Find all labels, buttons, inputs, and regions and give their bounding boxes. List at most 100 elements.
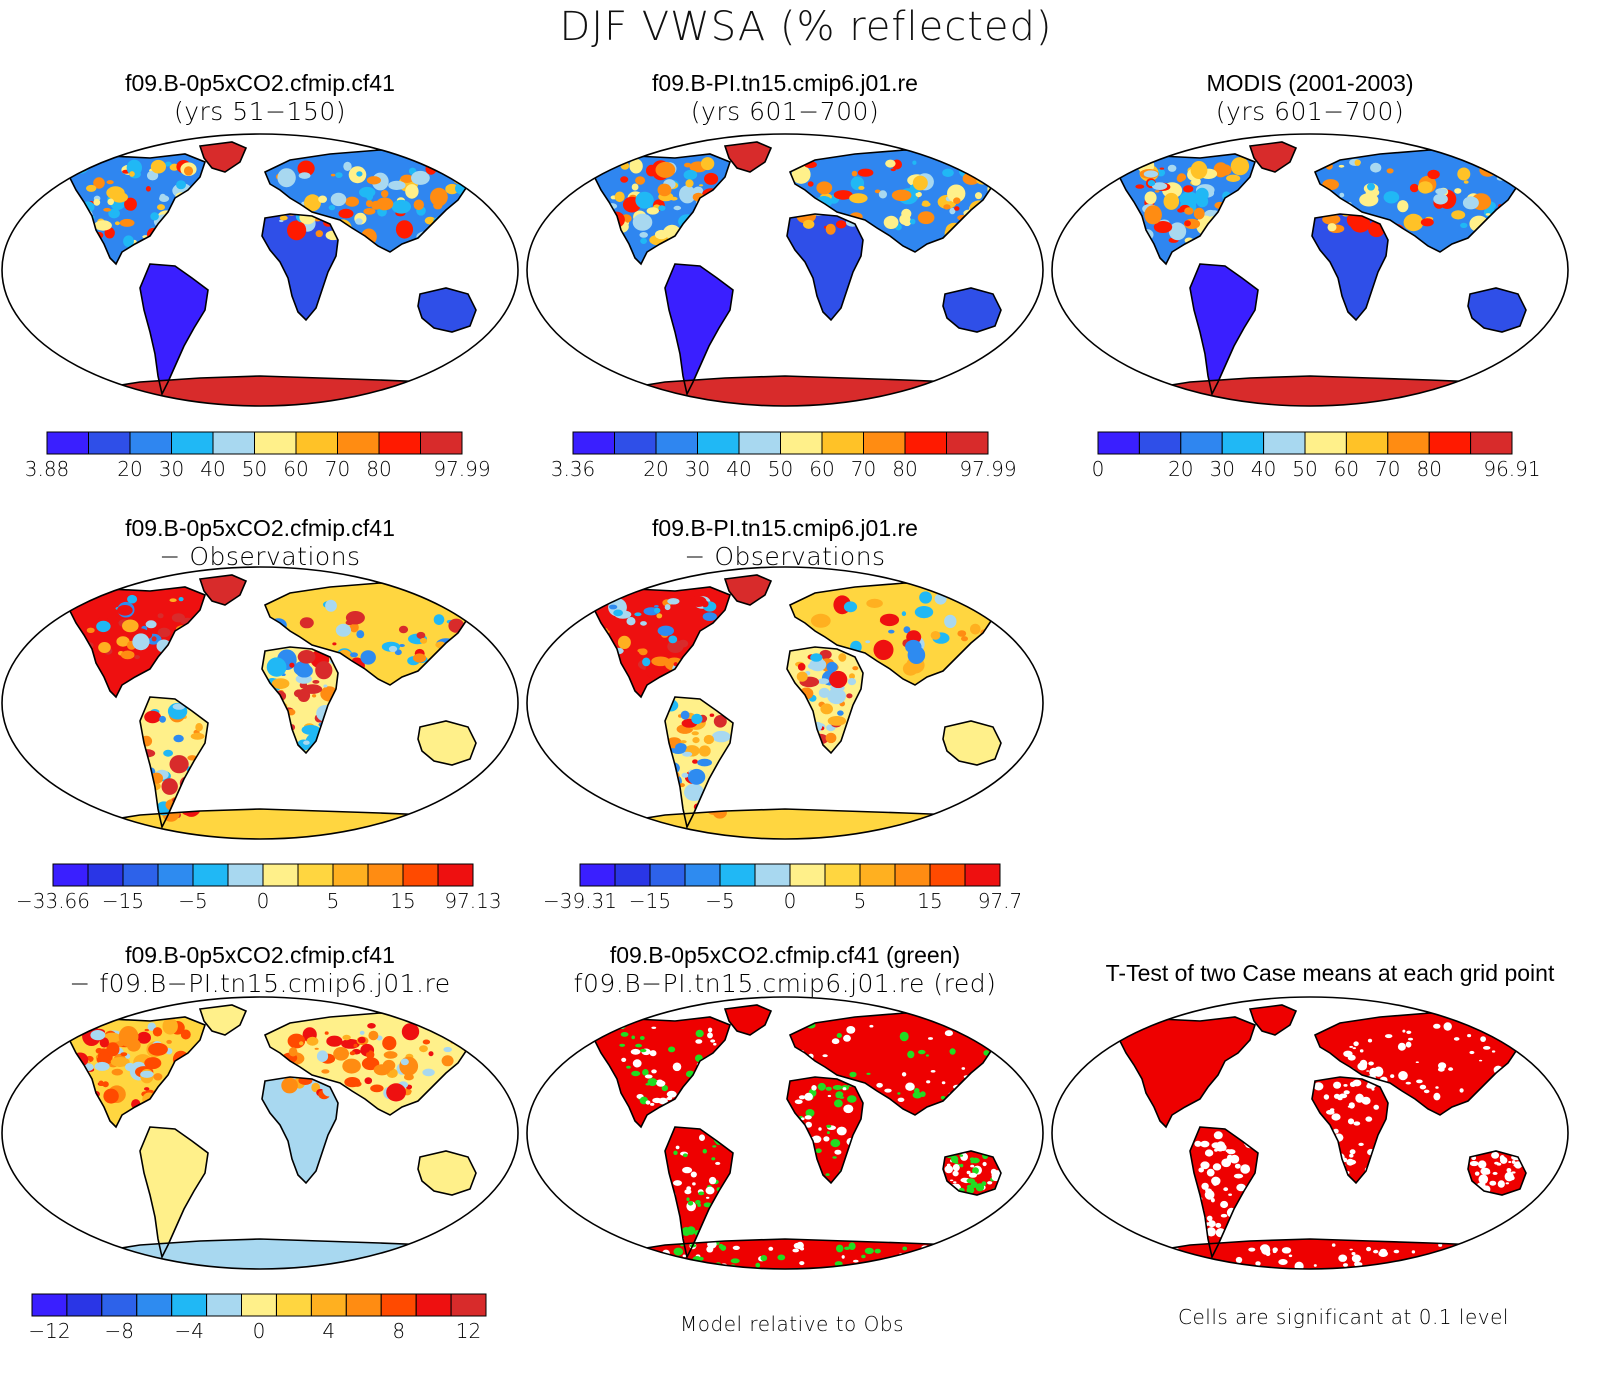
colorbar-tick-label: 80 [366,457,391,481]
field-blotch [1143,170,1159,178]
field-blotch [954,206,960,211]
field-blotch [364,1077,373,1085]
field-blotch [335,172,343,178]
field-blotch [287,1033,306,1049]
field-blotch [1288,1254,1293,1258]
colorbar-tick-label: 0 [257,889,270,913]
map-panel-3 [1051,133,1569,407]
field-blotch [124,197,137,211]
coastline-southAmerica [664,696,734,830]
field-blotch [658,205,666,211]
colorbar-swatch [295,431,338,455]
field-blotch [661,1085,668,1092]
field-blotch [297,160,315,177]
colorbar-swatch [332,863,369,887]
field-blotch [801,1117,805,1121]
field-blotch [1511,1253,1518,1258]
field-blotch [1443,1022,1452,1031]
field-blotch [846,1026,856,1034]
field-blotch [907,1050,915,1059]
field-blotch [948,1246,953,1251]
field-blotch [638,648,648,656]
colorbar-swatch [192,863,229,887]
map-panel-4 [1,566,519,840]
field-blotch [140,1070,154,1078]
field-blotch [1343,1263,1348,1267]
colorbar-tick-label: −8 [105,1319,134,1343]
field-blotch [148,1042,168,1056]
field-blotch [992,1170,1002,1176]
field-blotch [110,1057,130,1067]
coastline-africa [786,213,864,322]
field-blotch [1473,1243,1483,1250]
field-blotch [94,220,112,231]
field-blotch [950,1155,959,1164]
panel-6-line1: f09.B-0p5xCO2.cfmip.cf41 [125,942,395,968]
field-blotch [657,625,674,636]
colorbar-swatch [254,431,297,455]
field-blotch [298,172,311,179]
colorbar-tick-label: 40 [726,457,751,481]
field-blotch [930,631,941,640]
field-blotch [1370,162,1382,173]
field-blotch [102,1081,109,1088]
field-blotch [323,684,328,688]
field-blotch [832,1156,837,1159]
field-blotch [1477,1256,1485,1261]
field-blotch [289,662,295,668]
field-blotch [1489,1180,1497,1186]
field-blotch [1208,1220,1216,1228]
colorbar-swatch [206,1293,243,1317]
coastline-southAmerica [139,696,209,830]
colorbar-tick-label: −5 [178,889,207,913]
colorbar-tick-label: −15 [102,889,144,913]
field-blotch [836,1244,844,1253]
field-blotch [312,680,320,684]
field-blotch [1469,1160,1479,1167]
colorbar-tick-label: 80 [892,457,917,481]
field-blotch [826,661,838,673]
field-blotch [350,652,358,658]
field-blotch [1485,213,1491,216]
field-blotch [695,1029,704,1038]
field-blotch [98,642,111,653]
field-blotch [172,703,186,710]
field-blotch [701,600,709,608]
field-blotch [1193,207,1205,220]
field-blotch [807,181,814,187]
field-blotch [355,218,363,225]
coastline-greenland [198,1004,248,1036]
field-blotch [833,190,853,200]
field-blotch [406,1089,412,1093]
field-blotch [987,1181,993,1185]
field-blotch [430,187,448,207]
field-blotch [459,603,479,620]
colorbar-swatch [1304,431,1347,455]
field-blotch [702,612,717,621]
field-blotch [1226,1156,1234,1163]
field-blotch [458,1031,472,1042]
field-blotch [878,1262,888,1269]
field-blotch [884,1088,892,1093]
colorbar-tick-label: 30 [685,457,710,481]
colorbar-tick-label: −39.31 [543,889,617,913]
land-greenland [725,142,771,172]
field-blotch [1338,1254,1348,1262]
panel-5-line2: − Observations [684,542,886,571]
field-blotch [376,197,394,211]
field-blotch [827,1094,832,1098]
field-blotch [673,1247,684,1256]
field-blotch [830,1139,841,1148]
field-blotch [822,1054,828,1058]
colorbar-swatch [572,431,615,455]
field-blotch [1343,1084,1348,1087]
colorbar-tick-label: 60 [809,457,834,481]
field-blotch [1235,1256,1243,1264]
field-blotch [675,743,687,752]
colorbar-tick-label: 50 [768,457,793,481]
field-blotch [301,725,320,735]
field-blotch [1474,1171,1480,1176]
field-blotch [1440,1256,1448,1264]
field-blotch [700,157,715,171]
field-blotch [1152,182,1168,190]
